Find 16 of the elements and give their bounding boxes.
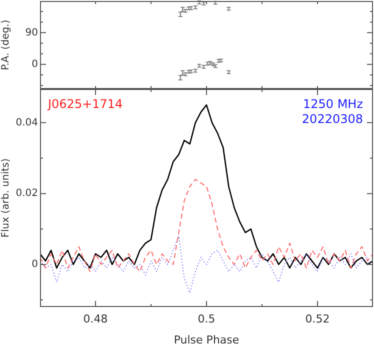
y-tick-label: 90 (25, 27, 38, 38)
y-axis-title: Flux (arb. units) (0, 158, 12, 238)
y-axis-title: P.A. (deg.) (0, 20, 12, 70)
y-tick-label: 0 (32, 58, 38, 70)
x-tick-label: 0.48 (83, 312, 108, 326)
x-tick-label: 0.5 (198, 312, 216, 326)
line-series (40, 236, 373, 294)
y-tick-label: 0.04 (16, 117, 38, 128)
x-axis-title: Pulse Phase (174, 333, 240, 346)
y-tick-label: 0.02 (16, 188, 38, 200)
x-tick-label: 0.52 (305, 312, 330, 326)
y-tick-label: 0 (32, 259, 38, 270)
annotation: 1250 MHz (302, 97, 363, 112)
annotation: J0625+1714 (47, 97, 123, 112)
annotation: 20220308 (302, 112, 363, 126)
line-series (40, 178, 373, 272)
